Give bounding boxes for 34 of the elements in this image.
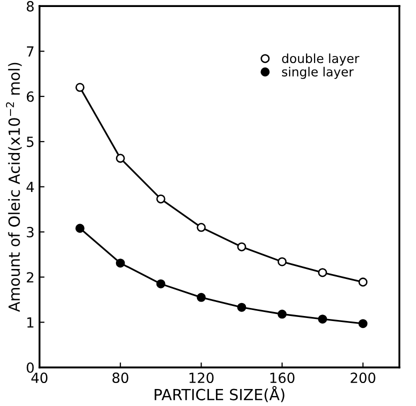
point bbox=[116, 258, 125, 268]
point bbox=[358, 278, 368, 287]
y-tick-label: 2 bbox=[26, 272, 34, 282]
y-tick-label: 6 bbox=[26, 91, 34, 102]
point bbox=[196, 222, 206, 232]
point bbox=[156, 279, 166, 288]
y-tick-label: 1 bbox=[27, 317, 34, 328]
point bbox=[278, 310, 287, 319]
point bbox=[116, 154, 125, 163]
point bbox=[156, 194, 166, 204]
y-tick-label: 8 bbox=[26, 1, 34, 12]
y-tick-label: 3 bbox=[26, 226, 34, 238]
point bbox=[318, 314, 328, 324]
point bbox=[237, 242, 246, 252]
x-tick-label: 200 bbox=[350, 372, 376, 384]
y-tick-label: 4 bbox=[26, 182, 34, 192]
x-axis-title: PARTICLE SIZE(Å) bbox=[154, 386, 284, 402]
x-tick-label: 80 bbox=[112, 372, 128, 384]
point bbox=[237, 302, 246, 312]
y-tick-label: 0 bbox=[26, 362, 34, 373]
point bbox=[75, 224, 84, 233]
point bbox=[358, 319, 368, 328]
y-tick-label: 7 bbox=[26, 46, 34, 57]
point bbox=[75, 82, 84, 92]
y-tick-label: 5 bbox=[26, 136, 34, 148]
x-tick-label: 40 bbox=[31, 372, 48, 384]
x-tick-label: 120 bbox=[190, 372, 214, 384]
point bbox=[318, 268, 328, 278]
legend-label: single layer bbox=[282, 66, 354, 79]
x-tick-label: 160 bbox=[270, 372, 294, 384]
point bbox=[278, 257, 287, 266]
legend-label: double layer bbox=[282, 53, 360, 66]
point bbox=[196, 292, 206, 302]
y-axis-title: Amount of Oleic Acid(x10$^{−2}$ mol) bbox=[6, 62, 22, 312]
